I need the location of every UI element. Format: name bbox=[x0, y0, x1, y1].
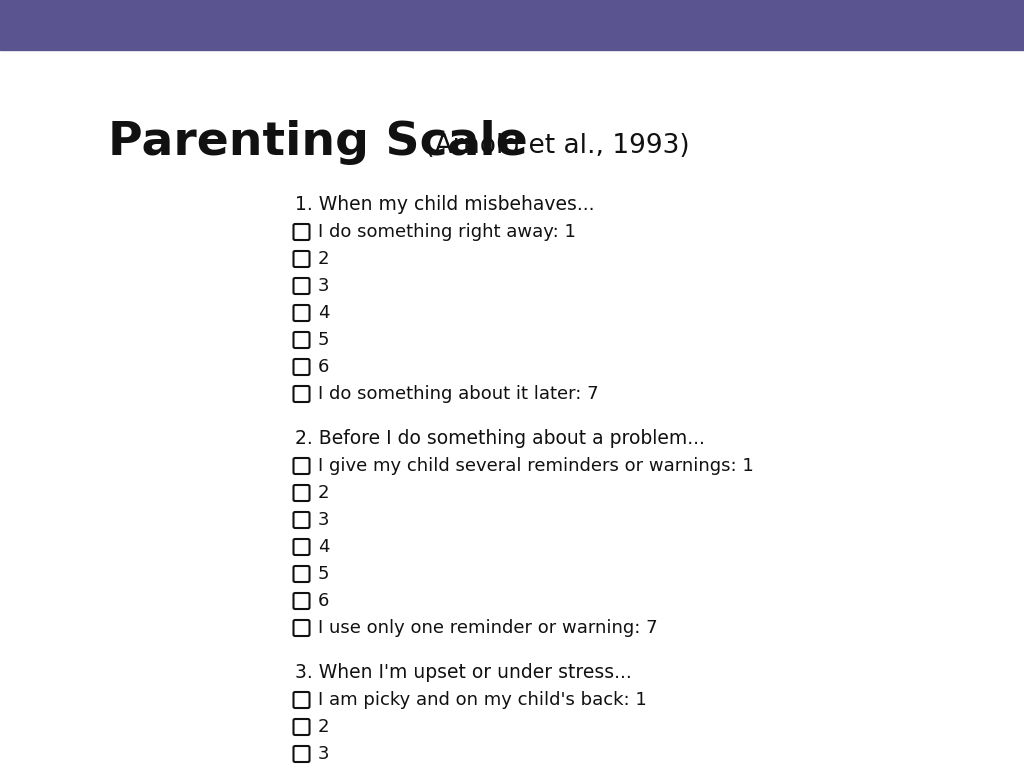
FancyBboxPatch shape bbox=[294, 539, 309, 555]
Text: 5: 5 bbox=[318, 331, 330, 349]
Text: 3. When I'm upset or under stress...: 3. When I'm upset or under stress... bbox=[295, 664, 632, 683]
FancyBboxPatch shape bbox=[294, 746, 309, 762]
Text: 4: 4 bbox=[318, 538, 330, 556]
FancyBboxPatch shape bbox=[294, 692, 309, 708]
FancyBboxPatch shape bbox=[294, 593, 309, 609]
Text: I am picky and on my child's back: 1: I am picky and on my child's back: 1 bbox=[318, 691, 647, 709]
Text: 3: 3 bbox=[318, 511, 330, 529]
Text: I do something right away: 1: I do something right away: 1 bbox=[318, 223, 575, 241]
Text: 6: 6 bbox=[318, 358, 330, 376]
Text: 3: 3 bbox=[318, 745, 330, 763]
Text: 3: 3 bbox=[318, 277, 330, 295]
FancyBboxPatch shape bbox=[294, 332, 309, 348]
FancyBboxPatch shape bbox=[294, 224, 309, 240]
Text: 4: 4 bbox=[318, 304, 330, 322]
Text: I use only one reminder or warning: 7: I use only one reminder or warning: 7 bbox=[318, 619, 657, 637]
FancyBboxPatch shape bbox=[294, 458, 309, 474]
FancyBboxPatch shape bbox=[294, 719, 309, 735]
FancyBboxPatch shape bbox=[294, 359, 309, 375]
Text: 2. Before I do something about a problem...: 2. Before I do something about a problem… bbox=[295, 429, 705, 449]
FancyBboxPatch shape bbox=[294, 251, 309, 267]
Text: I give my child several reminders or warnings: 1: I give my child several reminders or war… bbox=[318, 457, 754, 475]
FancyBboxPatch shape bbox=[294, 305, 309, 321]
Text: 5: 5 bbox=[318, 565, 330, 583]
Text: 2: 2 bbox=[318, 250, 330, 268]
Text: I do something about it later: 7: I do something about it later: 7 bbox=[318, 385, 599, 403]
FancyBboxPatch shape bbox=[294, 278, 309, 294]
FancyBboxPatch shape bbox=[294, 485, 309, 501]
Text: 6: 6 bbox=[318, 592, 330, 610]
FancyBboxPatch shape bbox=[294, 512, 309, 528]
Text: 2: 2 bbox=[318, 484, 330, 502]
Bar bbox=[0, 0, 1024, 50]
Text: Parenting Scale: Parenting Scale bbox=[108, 120, 527, 165]
FancyBboxPatch shape bbox=[294, 386, 309, 402]
FancyBboxPatch shape bbox=[294, 620, 309, 636]
Text: 2: 2 bbox=[318, 718, 330, 736]
FancyBboxPatch shape bbox=[294, 566, 309, 582]
Text: (Arnold et al., 1993): (Arnold et al., 1993) bbox=[416, 133, 689, 159]
Text: 1. When my child misbehaves...: 1. When my child misbehaves... bbox=[295, 196, 595, 214]
